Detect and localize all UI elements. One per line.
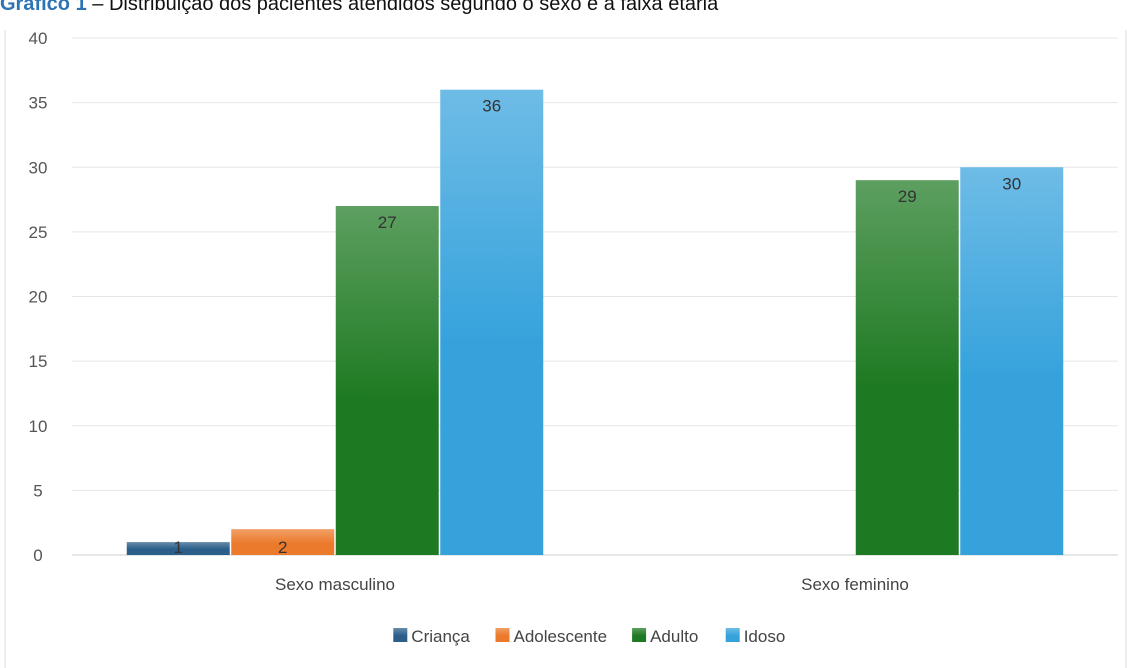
legend: Criança Adolescente Adulto Idoso: [393, 627, 785, 646]
y-axis-ticks: 0 5 10 15 20 25 30 35 40: [29, 29, 48, 565]
bars: [126, 89, 1064, 556]
bar: [231, 529, 335, 555]
data-label: 30: [1002, 174, 1021, 193]
data-label: 29: [898, 187, 917, 206]
x-category-label: Sexo masculino: [275, 575, 395, 594]
legend-swatch: [632, 628, 647, 642]
caption-lead: Gráfico 1: [0, 0, 87, 15]
y-tick-label: 40: [29, 29, 48, 48]
bar: [335, 206, 439, 555]
x-axis-categories: Sexo masculino Sexo feminino: [275, 575, 909, 594]
chart-caption: Gráfico 1 – Distribuição dos pacientes a…: [0, 0, 718, 17]
y-tick-label: 5: [33, 481, 42, 500]
bar: [960, 167, 1064, 555]
y-tick-label: 10: [29, 417, 48, 436]
y-tick-label: 15: [29, 352, 48, 371]
y-tick-label: 0: [33, 546, 42, 565]
y-tick-label: 20: [29, 288, 48, 307]
legend-label: Criança: [411, 627, 470, 646]
data-label: 27: [378, 213, 397, 232]
y-tick-label: 30: [29, 158, 48, 177]
legend-swatch: [495, 628, 510, 642]
caption-text: Distribuição dos pacientes atendidos seg…: [108, 0, 719, 15]
y-tick-label: 35: [29, 94, 48, 113]
y-tick-label: 25: [29, 223, 48, 242]
legend-label: Idoso: [744, 627, 786, 646]
bar: [855, 180, 959, 556]
legend-swatch: [393, 628, 408, 642]
legend-label: Adulto: [650, 627, 698, 646]
legend-label: Adolescente: [514, 627, 608, 646]
data-label: 36: [482, 97, 501, 116]
bar: [126, 542, 230, 555]
data-label: 1: [174, 538, 183, 557]
data-labels: 1 2 27 36 29 30: [174, 97, 1022, 557]
bar: [440, 89, 544, 555]
data-label: 2: [278, 538, 287, 557]
caption-separator: –: [86, 0, 109, 15]
legend-swatch: [725, 628, 740, 642]
x-category-label: Sexo feminino: [801, 575, 909, 594]
